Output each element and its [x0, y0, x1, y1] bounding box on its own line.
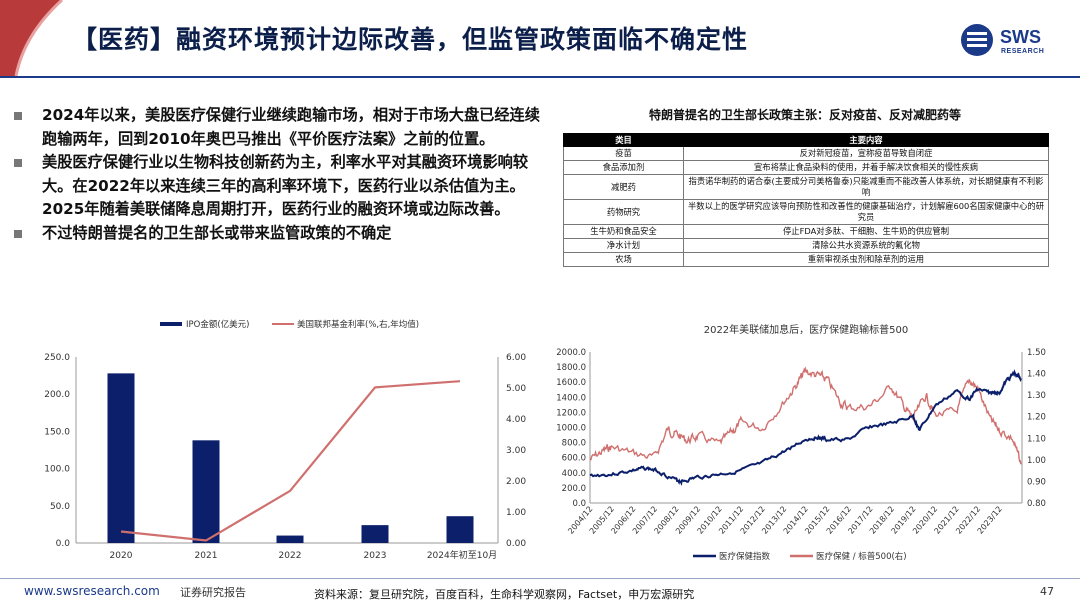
x-tick-label: 2023: [364, 551, 387, 561]
y-tick-label-right: 1.10: [1027, 434, 1046, 444]
table-cell: 半数以上的医学研究应该导向预防性和改善性的健康基础治疗，计划解雇600名国家健康…: [683, 199, 1049, 225]
y-tick-label-right: 1.30: [1027, 391, 1046, 401]
table-header-content: 主要内容: [683, 133, 1049, 147]
x-tick-label: 2020: [110, 551, 133, 561]
line-healthcare-index: [589, 369, 1022, 486]
legend-label-rate: 美国联邦基金利率(%,右,年均值): [297, 319, 419, 330]
y-tick-label-left: 1600.0: [556, 378, 586, 388]
policy-table: 类目 主要内容 疫苗 反对新冠疫苗，宣称疫苗导致自闭症 食品添加剂 宣布将禁止食品染…: [563, 133, 1049, 267]
logo-subtext: RESEARCH: [1001, 48, 1045, 55]
line-healthcare-ratio: [589, 366, 1022, 465]
logo-text: SWS: [1000, 27, 1042, 47]
legend-swatch-ipo: [160, 322, 182, 326]
x-tick-label: 2024年初至10月: [427, 549, 497, 561]
bullet-item: 2024年以来，美股医疗保健行业继续跑输市场，相对于市场大盘已经连续跑输两年，回…: [14, 104, 554, 151]
footer-website-link[interactable]: www.swsresearch.com: [24, 584, 160, 598]
y-tick-label-left: 0.0: [56, 539, 71, 549]
bullet-item: 不过特朗普提名的卫生部长或带来监管政策的不确定: [14, 222, 554, 246]
y-tick-label-left: 200.0: [562, 484, 586, 494]
chart-title: 2022年美联储加息后，医疗保健跑输标普500: [704, 323, 909, 336]
table-cell: 重新审视杀虫剂和除草剂的运用: [683, 252, 1049, 267]
y-tick-label-left: 0.0: [572, 499, 586, 509]
y-tick-label-right: 1.50: [1027, 348, 1046, 358]
y-tick-label-right: 1.00: [506, 508, 526, 518]
table-header-row: 类目 主要内容: [563, 133, 1049, 147]
y-tick-label-right: 1.00: [1027, 456, 1046, 466]
y-tick-label-left: 1400.0: [556, 393, 586, 403]
healthcare-index-chart: 2022年美联储加息后，医疗保健跑输标普500 0.0 200.0 400.0 600.…: [556, 323, 1046, 562]
bar-ipo: [446, 516, 474, 543]
ipo-rate-chart: 0.0 50.0 100.0 150.0 200.0 250.0 0.00 1.00 2.00 3…: [44, 319, 526, 561]
bullet-text: 美股医疗保健行业以生物科技创新药为主，利率水平对其融资环境影响较大。在2022年…: [42, 153, 528, 218]
bar-ipo: [276, 535, 304, 543]
bullet-square-icon: [14, 229, 22, 238]
table-cell: 农场: [563, 252, 684, 267]
y-tick-label-left: 1000.0: [556, 424, 586, 434]
footer-divider: [0, 578, 1080, 579]
bullet-text: 不过特朗普提名的卫生部长或带来监管政策的不确定: [42, 223, 392, 242]
header-decoration: [0, 0, 64, 77]
page-title: 【医药】融资环境预计边际改善，但监管政策面临不确定性: [72, 25, 749, 54]
y-tick-label-left: 400.0: [562, 469, 586, 479]
bar-ipo: [361, 525, 389, 543]
x-tick-label: 2022: [279, 551, 302, 561]
y-tick-label-left: 800.0: [562, 439, 586, 449]
table-row: 农场 重新审视杀虫剂和除草剂的运用: [563, 252, 1049, 267]
y-tick-label-left: 50.0: [50, 502, 70, 512]
x-tick-label: 2021: [195, 551, 218, 561]
sws-logo-icon: [961, 24, 993, 56]
table-row: 减肥药 指责诺华制药的诺合泰(主要成分司美格鲁泰)只能减重而不能改善人体系统，对长…: [563, 174, 1049, 200]
y-tick-label-left: 2000.0: [556, 348, 586, 358]
bullet-square-icon: [14, 159, 22, 167]
page-number: 47: [1040, 585, 1054, 598]
y-tick-label-left: 600.0: [562, 454, 586, 464]
footer-document-type: 证券研究报告: [180, 586, 246, 599]
policy-table-title: 特朗普提名的卫生部长政策主张：反对疫苗、反对减肥药等: [648, 108, 961, 122]
bar-ipo: [107, 373, 135, 543]
y-tick-label-right: 2.00: [506, 477, 526, 487]
y-tick-label-right: 1.20: [1027, 413, 1046, 423]
y-tick-label-left: 150.0: [44, 427, 70, 437]
bullet-text: 2024年以来，美股医疗保健行业继续跑输市场，相对于市场大盘已经连续跑输两年，回…: [42, 106, 540, 148]
y-tick-label-right: 5.00: [506, 384, 526, 394]
y-tick-label-right: 0.00: [506, 539, 526, 549]
y-tick-label-left: 1800.0: [556, 363, 586, 373]
bullet-list: 2024年以来，美股医疗保健行业继续跑输市场，相对于市场大盘已经连续跑输两年，回…: [14, 104, 554, 245]
y-tick-label-left: 100.0: [44, 465, 70, 475]
y-tick-label-right: 4.00: [506, 415, 526, 425]
y-tick-label-right: 0.80: [1027, 499, 1046, 509]
line-fed-rate: [120, 380, 461, 542]
table-row: 药物研究 半数以上的医学研究应该导向预防性和改善性的健康基础治疗，计划解雇600名…: [563, 199, 1049, 225]
y-tick-label-left: 1200.0: [556, 408, 586, 418]
title-divider: [0, 76, 1080, 78]
bar-ipo: [192, 440, 220, 543]
y-tick-label-right: 6.00: [506, 353, 526, 363]
bullet-square-icon: [14, 112, 22, 120]
table-cell: 指责诺华制药的诺合泰(主要成分司美格鲁泰)只能减重而不能改善人体系统，对长期健康…: [683, 174, 1049, 200]
y-tick-label-left: 200.0: [44, 390, 70, 400]
y-tick-label-right: 1.40: [1027, 370, 1046, 380]
y-tick-label-right: 3.00: [506, 446, 526, 456]
footer-source-note: 资料来源：复旦研究院，百度百科，生命科学观察网，Factset，申万宏源研究: [314, 588, 695, 601]
legend-label-ratio: 医疗保健 / 标普500(右): [816, 551, 907, 562]
y-tick-label-left: 250.0: [44, 353, 70, 363]
bullet-item: 美股医疗保健行业以生物科技创新药为主，利率水平对其融资环境影响较大。在2022年…: [14, 151, 554, 222]
legend-label-index: 医疗保健指数: [719, 551, 771, 562]
legend-label-ipo: IPO金额(亿美元): [186, 319, 249, 330]
y-tick-label-right: 0.90: [1027, 477, 1046, 487]
